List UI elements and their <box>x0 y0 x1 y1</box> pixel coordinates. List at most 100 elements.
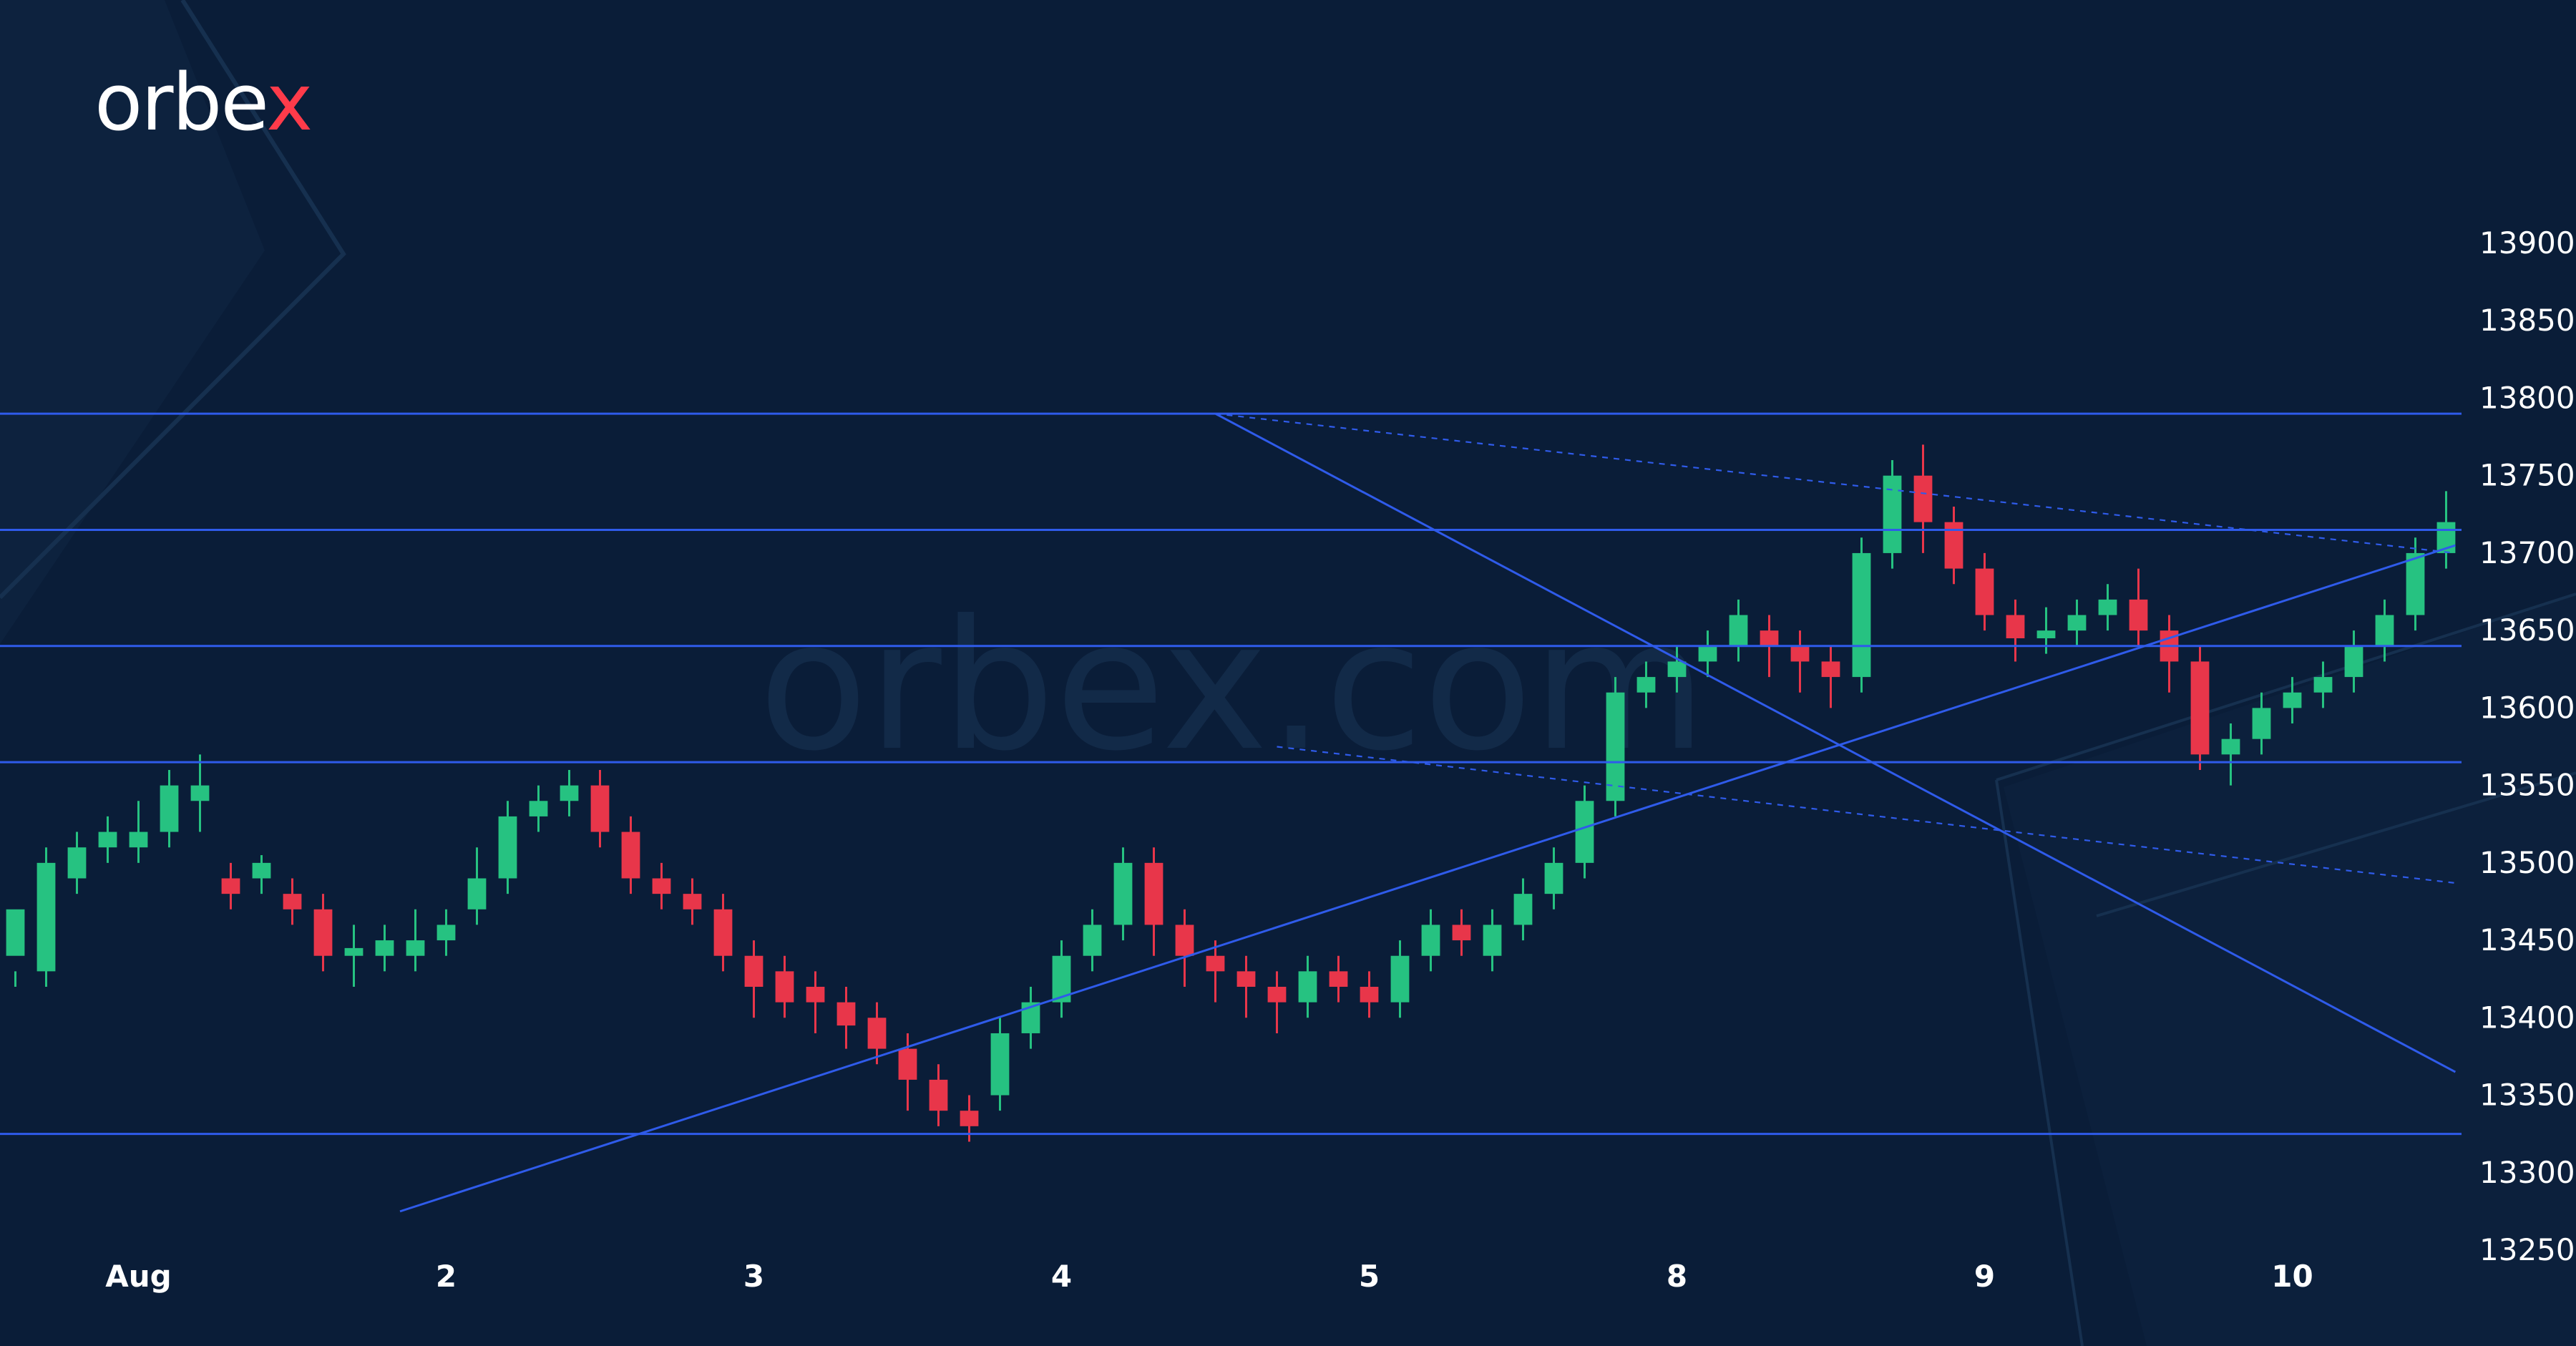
candle-body <box>2375 615 2394 646</box>
candle-body <box>1329 971 1348 987</box>
candle <box>1298 955 1317 1018</box>
candle-body <box>1513 894 1533 925</box>
candle-body <box>1421 925 1440 956</box>
candle-body <box>98 832 117 848</box>
candle <box>713 894 733 972</box>
logo-text: orbex <box>94 57 313 148</box>
y-tick-label: 13850 <box>2479 303 2575 338</box>
candle-body <box>1452 925 1471 941</box>
candle <box>1329 955 1348 1003</box>
candle <box>160 769 179 848</box>
candle-body <box>160 785 179 832</box>
candle <box>2313 661 2333 708</box>
candle <box>67 832 87 894</box>
candle-body <box>2406 552 2425 615</box>
candle <box>1360 971 1379 1018</box>
y-tick-label: 13350 <box>2479 1078 2575 1113</box>
candle-body <box>1544 862 1563 894</box>
y-tick-label: 13550 <box>2479 768 2575 803</box>
candle <box>98 816 117 863</box>
candle-body <box>467 878 487 909</box>
x-tick-label: 3 <box>743 1259 764 1294</box>
candle-body <box>960 1111 979 1126</box>
candle-body <box>2067 615 2087 631</box>
candle <box>498 801 517 894</box>
candle-body <box>1729 615 1748 646</box>
candle <box>806 971 825 1033</box>
candle-body <box>1883 475 1902 553</box>
candle <box>467 847 487 925</box>
candle <box>744 940 763 1018</box>
candle <box>252 855 271 894</box>
candle-body <box>929 1079 948 1111</box>
watermark-text: orbex.com <box>758 582 1707 790</box>
y-tick-label: 13650 <box>2479 613 2575 648</box>
candle <box>836 987 856 1049</box>
candle <box>929 1064 948 1126</box>
candle-body <box>1236 971 1256 987</box>
candle <box>2283 677 2302 724</box>
candle <box>1821 645 1840 708</box>
y-tick-label: 13400 <box>2479 1000 2575 1035</box>
candle <box>1544 847 1563 909</box>
candle <box>1975 552 1994 631</box>
candle <box>1113 847 1133 941</box>
candle-body <box>1483 925 1502 956</box>
candle <box>190 754 210 832</box>
candle <box>1206 940 1225 1003</box>
candle-body <box>2006 615 2025 638</box>
candle <box>1790 630 1810 693</box>
candle-body <box>1606 692 1625 801</box>
candle-body <box>560 785 579 801</box>
candle-body <box>1575 801 1594 863</box>
candle-body <box>1113 862 1133 925</box>
x-tick-label: Aug <box>105 1259 171 1294</box>
candle <box>2067 599 2087 646</box>
candle <box>406 909 425 972</box>
candle <box>1021 987 1040 1049</box>
candle-body <box>590 785 610 832</box>
candle-body <box>1760 630 1779 646</box>
candle <box>2098 584 2117 631</box>
candle <box>36 847 56 987</box>
candle <box>2006 599 2025 662</box>
candle <box>1852 537 1871 693</box>
candle <box>1421 909 1440 972</box>
candle-body <box>1390 955 1410 1003</box>
candle <box>1267 971 1287 1033</box>
candle <box>652 862 671 909</box>
candle-body <box>713 909 733 956</box>
candle-body <box>1790 645 1810 662</box>
candle-body <box>1913 475 1933 522</box>
candle-body <box>406 940 425 956</box>
trend-line <box>399 544 2456 1213</box>
candle <box>2129 568 2148 646</box>
candle <box>1083 909 1102 972</box>
x-tick-label: 8 <box>1667 1259 1687 1294</box>
candle <box>990 1018 1010 1111</box>
candle <box>2221 723 2240 786</box>
candle <box>436 909 456 956</box>
candle <box>2375 599 2394 662</box>
candle <box>283 878 302 925</box>
candle-body <box>621 832 640 879</box>
candle-body <box>1667 661 1687 678</box>
candle <box>775 955 794 1018</box>
candle <box>621 816 640 894</box>
candle <box>1698 630 1717 678</box>
candle-body <box>36 862 56 972</box>
candle <box>1236 955 1256 1018</box>
candle-body <box>683 894 702 909</box>
candle-body <box>313 909 333 956</box>
drawing-lines-layer <box>0 412 2462 1213</box>
candle-body <box>1298 971 1317 1003</box>
candle-body <box>1636 677 1656 693</box>
y-tick-label: 13600 <box>2479 690 2575 725</box>
candle <box>1483 909 1502 972</box>
candle-body <box>2344 645 2363 678</box>
trend-line-dashed <box>1215 413 2456 555</box>
candle-body <box>375 940 394 956</box>
candle <box>1729 599 1748 662</box>
y-tick-label: 13500 <box>2479 845 2575 880</box>
